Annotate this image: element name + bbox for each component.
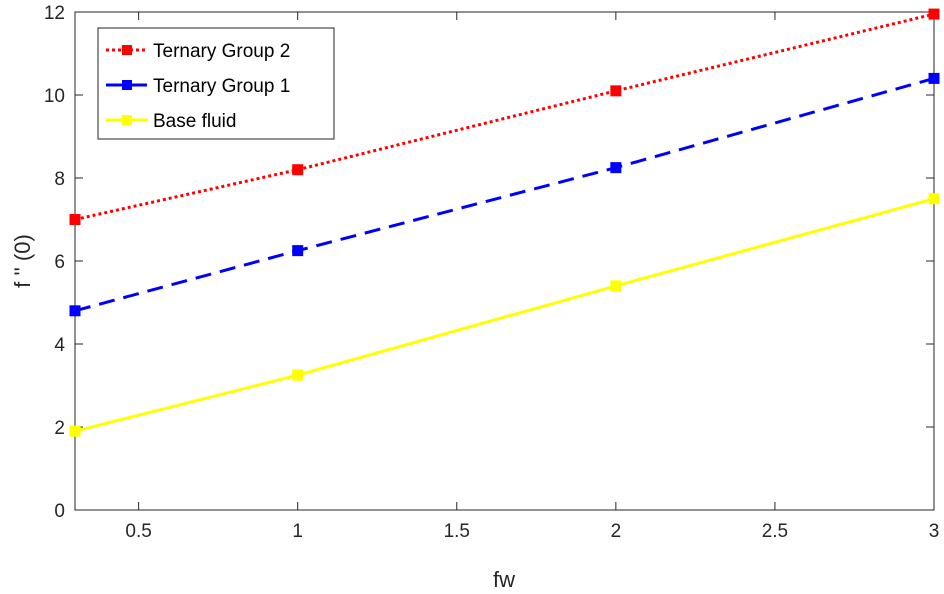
series-line [74, 12, 935, 221]
data-point [610, 162, 622, 174]
series-1 [69, 72, 940, 317]
data-point [610, 280, 622, 292]
x-axis: 0.5 1 1.5 2 2.5 3 [125, 12, 939, 542]
y-tick-label: 6 [54, 252, 65, 273]
legend-marker [122, 115, 132, 125]
data-point [292, 164, 304, 176]
legend-marker [122, 45, 132, 55]
legend: Ternary Group 2 Ternary Group 1 Base fluid [97, 27, 335, 140]
x-axis-title: fw [493, 567, 515, 592]
data-point [928, 72, 940, 84]
legend-label: Ternary Group 2 [153, 41, 290, 62]
series-0 [69, 8, 940, 225]
y-tick-label: 0 [54, 501, 65, 522]
y-tick-label: 10 [44, 86, 65, 107]
data-point [69, 214, 81, 225]
data-point [928, 193, 940, 205]
series-line [74, 76, 935, 313]
y-tick-label: 8 [54, 169, 65, 190]
y-tick-label: 4 [54, 335, 65, 356]
y-axis-title: f '' (0) [10, 234, 35, 288]
data-point [292, 369, 304, 381]
x-tick-label: 1 [292, 521, 303, 542]
x-tick-label: 1.5 [444, 521, 470, 542]
y-tick-label: 12 [44, 3, 65, 24]
series-line [74, 197, 935, 433]
legend-marker [122, 80, 132, 90]
series-layer [69, 8, 940, 437]
data-point [610, 85, 622, 97]
series-2 [69, 193, 940, 437]
data-point [69, 305, 81, 317]
x-tick-label: 2.5 [762, 521, 788, 542]
legend-label: Ternary Group 1 [153, 76, 290, 97]
x-tick-label: 2 [611, 521, 622, 542]
x-tick-label: 3 [929, 521, 940, 542]
y-tick-label: 2 [54, 418, 65, 439]
data-point [69, 425, 81, 437]
x-tick-label: 0.5 [125, 521, 151, 542]
legend-label: Base fluid [153, 111, 236, 132]
data-point [928, 8, 940, 20]
data-point [292, 245, 304, 257]
